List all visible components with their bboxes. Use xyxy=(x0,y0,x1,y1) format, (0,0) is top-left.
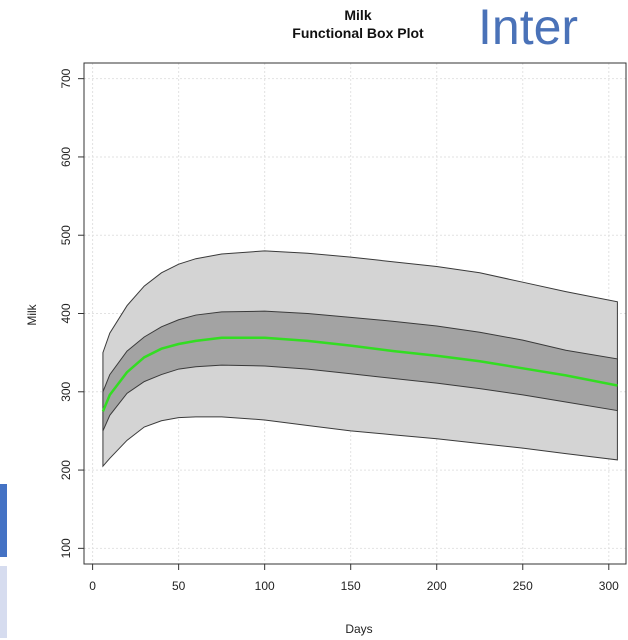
x-tick-label: 200 xyxy=(427,579,447,593)
grid-lines xyxy=(84,63,626,564)
side-tab-active[interactable] xyxy=(0,484,7,557)
x-tick-label: 250 xyxy=(513,579,533,593)
x-tick-label: 50 xyxy=(172,579,186,593)
chart-subtitle: Functional Box Plot xyxy=(292,25,424,41)
y-tick-label: 400 xyxy=(59,303,73,323)
x-tick-label: 0 xyxy=(89,579,96,593)
central-region-band xyxy=(102,310,618,432)
x-tick-label: 300 xyxy=(599,579,619,593)
y-tick-label: 200 xyxy=(59,460,73,480)
y-axis: 100 200 300 400 500 600 700 xyxy=(59,68,84,558)
y-axis-label: Milk xyxy=(25,303,39,325)
x-axis-label: Days xyxy=(345,622,372,636)
plot-bands xyxy=(101,250,618,468)
y-tick-label: 600 xyxy=(59,147,73,167)
y-tick-label: 100 xyxy=(59,538,73,558)
x-axis: 0 50 100 150 200 250 300 xyxy=(89,564,619,593)
median-curve xyxy=(101,336,618,412)
chart-title: Milk xyxy=(344,7,371,23)
x-tick-label: 150 xyxy=(341,579,361,593)
side-tab-inactive[interactable] xyxy=(0,566,7,638)
y-tick-label: 700 xyxy=(59,68,73,88)
y-tick-label: 500 xyxy=(59,225,73,245)
x-tick-label: 100 xyxy=(255,579,275,593)
overlay-heading: Inter xyxy=(478,0,579,55)
y-tick-label: 300 xyxy=(59,381,73,401)
